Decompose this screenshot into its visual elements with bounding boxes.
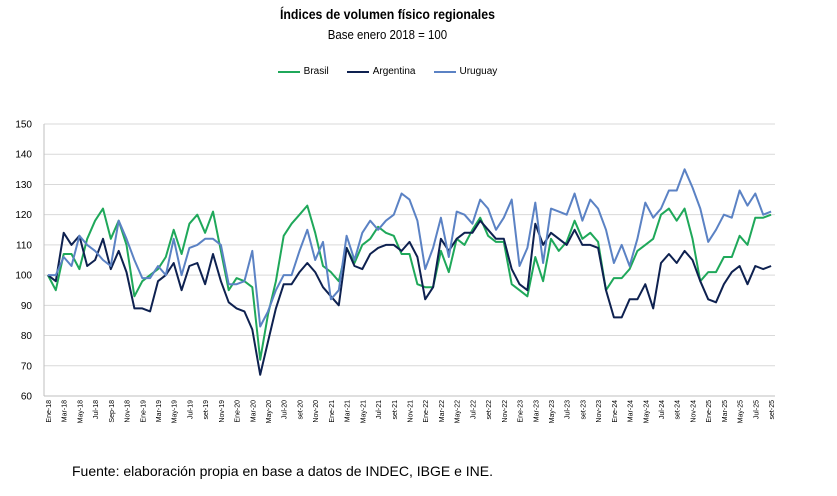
x-tick-label: Jul-19 (187, 400, 194, 419)
legend-label-uruguay: Uruguay (459, 66, 498, 77)
y-tick-label: 150 (15, 120, 32, 131)
y-tick-label: 70 (21, 361, 33, 372)
series-line-uruguay (47, 168, 772, 328)
x-tick-label: Mar-21 (345, 400, 352, 422)
y-tick-label: 140 (15, 150, 32, 161)
x-tick-label: Jul-21 (376, 400, 383, 419)
axes (43, 124, 775, 397)
x-tick-label: Ene-19 (140, 400, 147, 423)
x-tick-label: Nov-18 (125, 400, 132, 423)
x-tick-label: May-24 (643, 400, 650, 423)
x-tick-label: Sep-18 (109, 400, 116, 423)
x-tick-label: set-19 (203, 400, 210, 420)
legend-item-uruguay: Uruguay (433, 66, 498, 77)
x-tick-label: Nov-23 (596, 400, 603, 423)
legend-swatch-brasil (277, 70, 300, 73)
chart-subtitle: Base enero 2018 = 100 (327, 27, 448, 42)
source-note: Fuente: elaboración propia en base a dat… (72, 463, 494, 479)
x-tick-label: Jul-20 (282, 400, 289, 419)
y-tick-labels: 60 70 80 90 100 110 120 130 140 150 (15, 120, 32, 403)
series-lines (47, 168, 772, 376)
y-tick-label: 60 (21, 392, 33, 403)
x-tick-labels: Ene-18 Mar-18 May-18 Jul-18 Sep-18 Nov-18 Ene-… (46, 400, 776, 423)
x-tick-label: May-18 (77, 400, 84, 423)
x-tick-label: Ene-25 (706, 400, 713, 423)
grid-lines (44, 123, 775, 367)
x-tick-label: set-25 (769, 400, 776, 420)
x-tick-label: set-23 (580, 400, 587, 420)
x-tick-label: Ene-22 (423, 400, 430, 423)
x-tick-label: set-24 (675, 400, 682, 420)
chart-legend: Brasil Argentina Uruguay (0, 66, 775, 77)
legend-swatch-argentina (346, 70, 369, 73)
x-tick-label: Mar-22 (439, 400, 446, 422)
x-tick-label: Ene-23 (518, 400, 525, 423)
legend-item-argentina: Argentina (346, 66, 416, 77)
x-tick-label: set-22 (486, 400, 493, 420)
y-tick-label: 110 (16, 240, 32, 251)
x-tick-label: Mar-20 (250, 400, 257, 422)
x-tick-label: Nov-19 (219, 400, 226, 423)
series-line-brasil (47, 204, 772, 361)
x-tick-label: Jul-18 (93, 400, 100, 419)
x-tick-label: Mar-24 (628, 400, 635, 422)
x-tick-label: Ene-21 (329, 400, 336, 423)
x-tick-label: Jul-22 (470, 400, 477, 419)
y-tick-label: 120 (15, 210, 32, 221)
y-tick-label: 90 (21, 301, 33, 312)
y-tick-label: 130 (15, 180, 32, 191)
chart-title: Índices de volumen físico regionales (279, 6, 495, 22)
x-tick-label: Nov-22 (502, 400, 509, 423)
y-tick-label: 80 (21, 331, 33, 342)
x-tick-label: Jul-23 (565, 400, 572, 419)
x-tick-label: May-19 (172, 400, 179, 423)
x-tick-label: May-21 (360, 400, 367, 423)
legend-swatch-uruguay (433, 70, 456, 73)
x-tick-label: Ene-18 (46, 400, 53, 423)
x-tick-label: Ene-24 (612, 400, 619, 423)
series-line-argentina (47, 219, 772, 376)
x-tick-label: Ene-20 (235, 400, 242, 423)
x-tick-label: Jul-24 (659, 400, 666, 419)
x-tick-label: Nov-24 (690, 400, 697, 423)
legend-label-argentina: Argentina (372, 66, 416, 77)
x-tick-label: Nov-20 (313, 400, 320, 423)
x-tick-label: Jul-25 (753, 400, 760, 419)
legend-label-brasil: Brasil (303, 66, 329, 77)
x-tick-label: Nov-21 (408, 400, 415, 423)
x-tick-label: Mar-25 (722, 400, 729, 422)
y-tick-label: 100 (15, 271, 32, 282)
x-tick-label: May-25 (738, 400, 745, 423)
x-tick-label: Mar-23 (533, 400, 540, 422)
x-tick-label: May-23 (549, 400, 556, 423)
x-tick-label: Mar-19 (156, 400, 163, 422)
x-tick-label: set-20 (297, 400, 304, 420)
x-tick-label: May-22 (455, 400, 462, 423)
x-tick-label: Mar-18 (62, 400, 69, 422)
x-tick-label: May-20 (266, 400, 273, 423)
legend-item-brasil: Brasil (277, 66, 329, 77)
x-tick-label: set-21 (392, 400, 399, 420)
